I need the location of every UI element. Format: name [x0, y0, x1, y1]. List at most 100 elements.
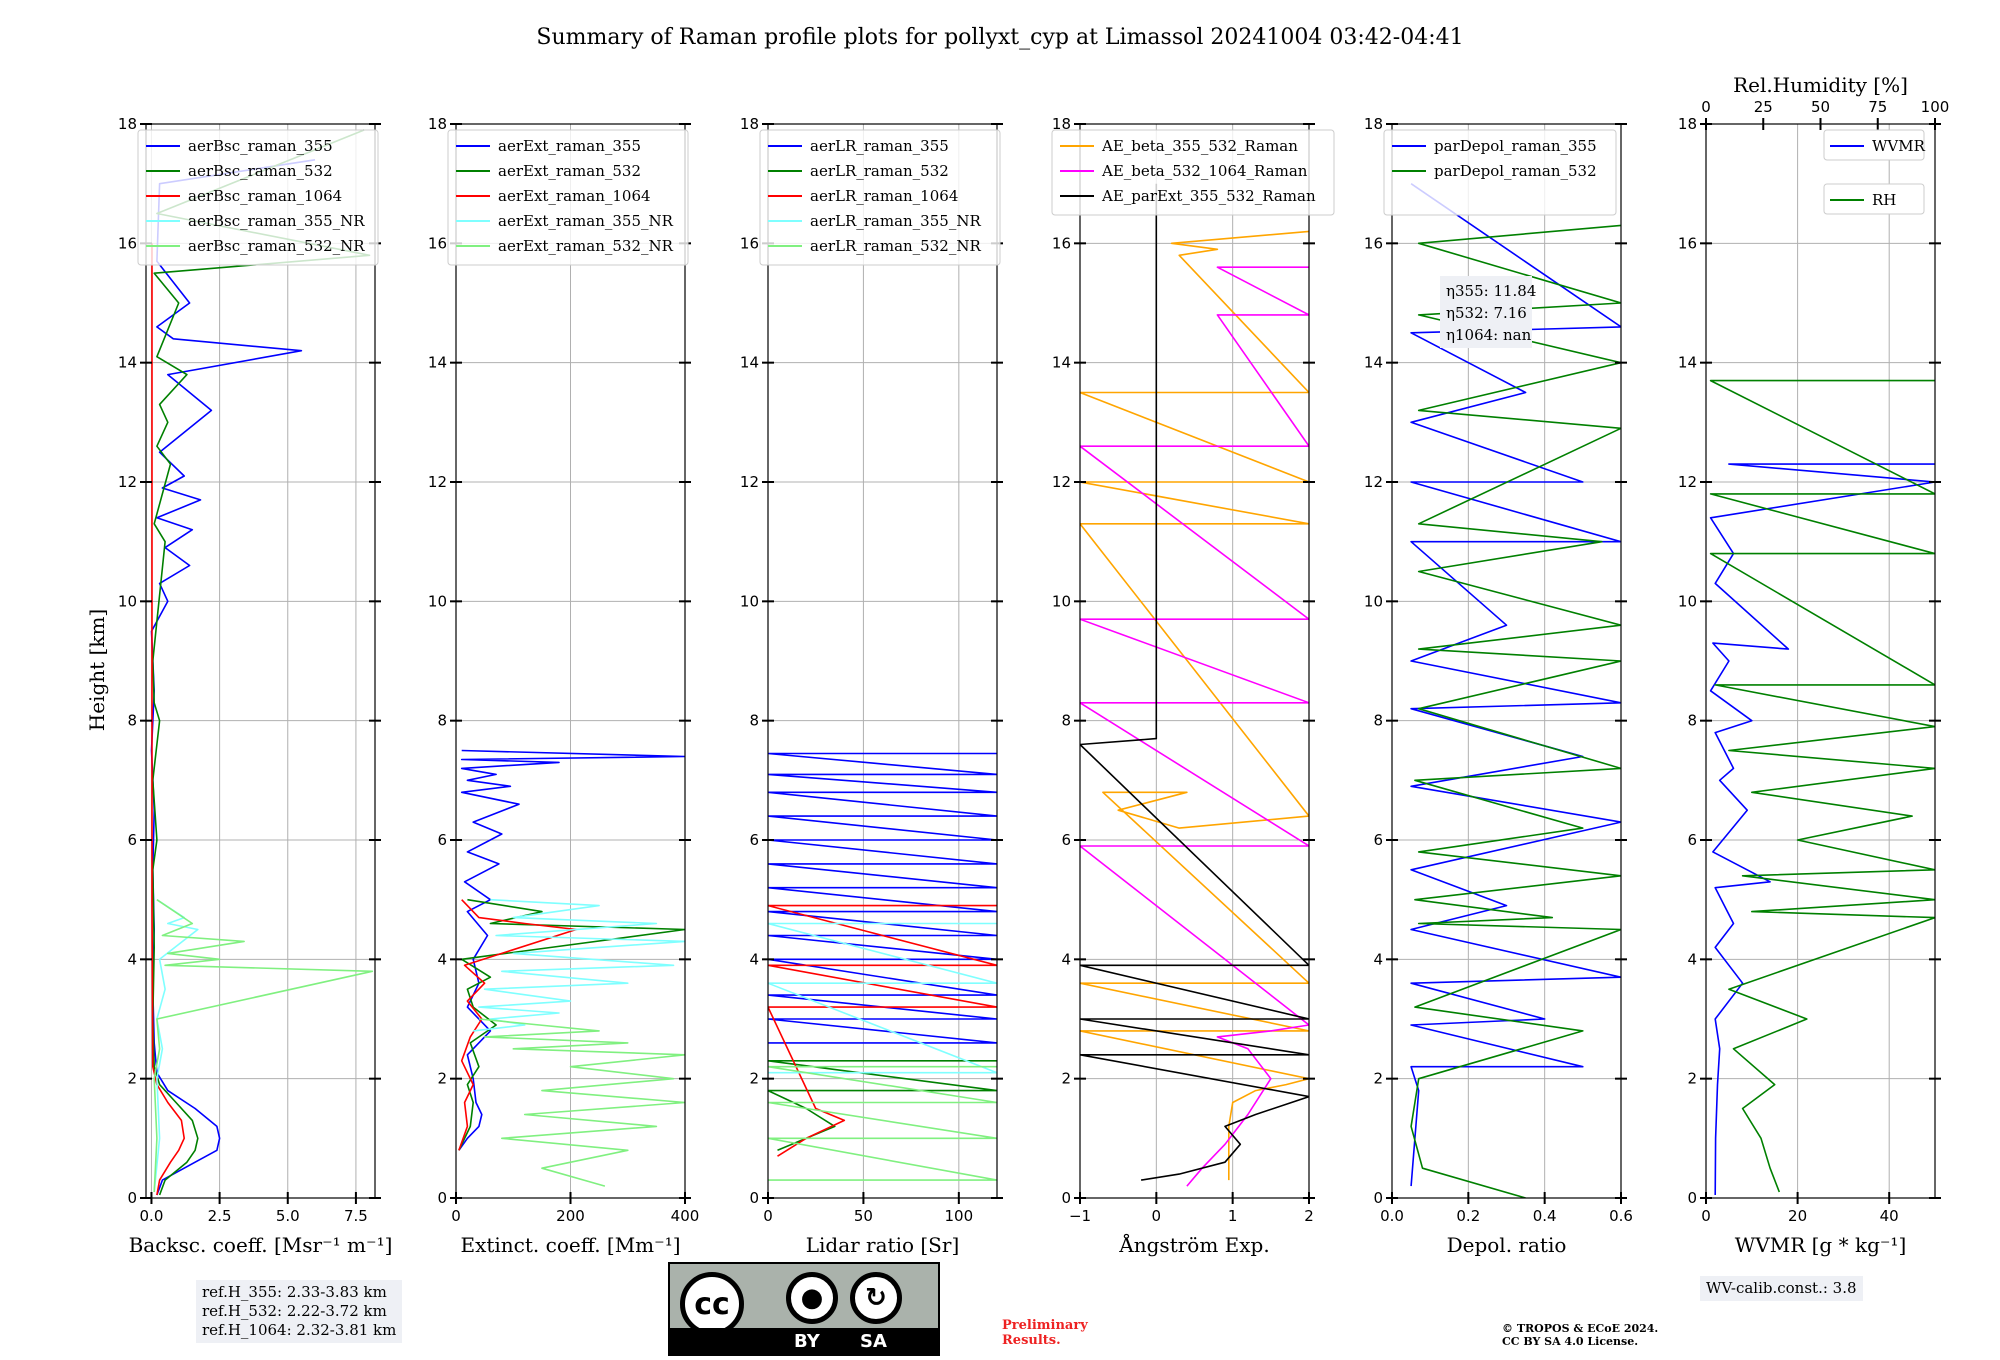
y-tick-label: 0	[127, 1189, 137, 1207]
x-tick-label: 0.0	[1380, 1207, 1404, 1225]
x-tick-label: 0.0	[140, 1207, 164, 1225]
series-group	[458, 749, 685, 1187]
sa-label: SA	[860, 1331, 887, 1352]
x-tick-label: 0	[1152, 1207, 1162, 1225]
ref-height-532: ref.H_532: 2.22-3.72 km	[202, 1302, 387, 1320]
plot-frame	[767, 123, 998, 1199]
copyright-line2: CC BY SA 4.0 License.	[1502, 1335, 1639, 1348]
panel-5: 0 2 4 6 8 10 12 14 16 18 0.0 0.2 0.4 0.6 Depol. ratio p…	[1364, 115, 1633, 1257]
series-group	[1410, 183, 1621, 1198]
series-group	[150, 129, 374, 1196]
legend-entry: aerExt_raman_355_NR	[498, 212, 674, 230]
series-line-RH	[1709, 379, 1935, 1193]
legend-box	[1051, 129, 1335, 216]
series-line-aerLR_raman_532	[768, 1060, 997, 1152]
y-tick-label: 14	[428, 354, 447, 372]
x-tick-label: 20	[1788, 1207, 1807, 1225]
top-x-tick-label: 100	[1921, 98, 1950, 116]
legend-entry: aerBsc_raman_355_NR	[188, 212, 365, 230]
series-group	[768, 752, 997, 1181]
y-tick-label: 0	[749, 1189, 759, 1207]
y-tick-label: 0	[1061, 1189, 1071, 1207]
y-tick-label: 2	[749, 1070, 759, 1088]
y-tick-label: 12	[118, 473, 137, 491]
y-tick-label: 14	[1052, 354, 1071, 372]
top-x-axis-label: Rel.Humidity [%]	[1733, 73, 1908, 97]
y-tick-label: 2	[437, 1070, 447, 1088]
y-tick-label: 4	[1061, 950, 1071, 968]
legend-box	[759, 129, 1001, 266]
panel-3: 0 2 4 6 8 10 12 14 16 18 0 50 100 Lidar ratio [Sr] aer…	[740, 115, 1003, 1257]
series-line-parDepol_raman_355	[1410, 183, 1621, 1187]
x-axis-label: Ångström Exp.	[1118, 1232, 1269, 1257]
legend-entry: aerLR_raman_1064	[810, 187, 958, 205]
plot-frame	[1705, 123, 1936, 1199]
y-tick-label: 16	[1364, 234, 1383, 252]
y-tick-label: 14	[118, 354, 137, 372]
y-tick-label: 6	[749, 831, 759, 849]
preliminary-line2: Results.	[1002, 1333, 1061, 1348]
y-tick-label: 10	[118, 592, 137, 610]
legend-entry: AE_parExt_355_532_Raman	[1101, 187, 1316, 205]
y-tick-label: 16	[428, 234, 447, 252]
x-tick-label: 0.6	[1609, 1207, 1633, 1225]
x-tick-label: 200	[556, 1207, 585, 1225]
legend-entry: AE_beta_532_1064_Raman	[1101, 162, 1308, 180]
y-tick-label: 18	[428, 115, 447, 133]
y-tick-label: 8	[437, 712, 447, 730]
y-tick-label: 10	[1052, 592, 1071, 610]
series-line-aerLR_raman_1064	[768, 904, 997, 1157]
cc-logo-icon: cc	[680, 1272, 744, 1336]
y-tick-label: 12	[1364, 473, 1383, 491]
legend-entry: aerBsc_raman_355	[188, 137, 333, 155]
x-tick-label: 0	[451, 1207, 461, 1225]
y-tick-label: 4	[749, 950, 759, 968]
y-tick-label: 14	[1364, 354, 1383, 372]
series-line-aerExt_raman_355	[458, 749, 685, 1151]
ref-height-1064: ref.H_1064: 2.32-3.81 km	[202, 1321, 397, 1339]
y-tick-label: 8	[1061, 712, 1071, 730]
ref-height-355: ref.H_355: 2.33-3.83 km	[202, 1283, 387, 1301]
legend-box	[137, 129, 379, 266]
series-line-aerBsc_raman_1064	[151, 243, 185, 1196]
legend-box	[1823, 183, 1925, 215]
series-line-aerBsc_raman_532_NR	[153, 899, 374, 1193]
x-tick-label: 5.0	[276, 1207, 300, 1225]
y-tick-label: 6	[127, 831, 137, 849]
copyright-note: © TROPOS & ECoE 2024. CC BY SA 4.0 Licen…	[1502, 1322, 1658, 1348]
y-tick-label: 6	[1373, 831, 1383, 849]
y-tick-label: 2	[1061, 1070, 1071, 1088]
y-tick-label: 12	[1052, 473, 1071, 491]
series-line-AE_beta_355_532_Raman	[1080, 230, 1309, 1181]
y-tick-label: 4	[437, 950, 447, 968]
x-axis-label: Depol. ratio	[1447, 1233, 1567, 1257]
y-tick-label: 6	[1061, 831, 1071, 849]
copyright-line1: © TROPOS & ECoE 2024.	[1502, 1322, 1659, 1335]
legend-entry: aerLR_raman_532	[810, 162, 949, 180]
y-tick-label: 14	[1678, 354, 1697, 372]
eta-annotation-text: η1064: nan	[1446, 326, 1532, 344]
top-x-tick-label: 0	[1701, 98, 1711, 116]
legend-entry: aerExt_raman_532	[498, 162, 641, 180]
legend-box	[1823, 129, 1925, 161]
x-tick-label: 0	[763, 1207, 773, 1225]
x-tick-label: 0	[1701, 1207, 1711, 1225]
series-line-aerBsc_raman_355_NR	[153, 899, 199, 1193]
wv-calib-box: WV-calib.const.: 3.8	[1700, 1276, 1863, 1301]
y-tick-label: 10	[1678, 592, 1697, 610]
cc-license-badge: cc ● ↻ BY SA	[668, 1262, 940, 1356]
figure-title: Summary of Raman profile plots for polly…	[536, 25, 1463, 50]
series-line-aerBsc_raman_532	[152, 129, 371, 1196]
y-tick-label: 16	[1052, 234, 1071, 252]
plot-frame	[1079, 123, 1310, 1199]
eta-annotation-text: η532: 7.16	[1446, 304, 1527, 322]
y-tick-label: 8	[749, 712, 759, 730]
y-tick-label: 0	[1687, 1189, 1697, 1207]
legend-entry: WVMR	[1872, 137, 1926, 155]
x-axis-label: WVMR [g * kg⁻¹]	[1735, 1233, 1907, 1257]
y-tick-label: 4	[127, 950, 137, 968]
series-line-parDepol_raman_532	[1410, 224, 1621, 1198]
cc-badge-strip: BY SA	[670, 1328, 938, 1354]
x-axis-label: Backsc. coeff. [Msr⁻¹ m⁻¹]	[129, 1233, 393, 1257]
